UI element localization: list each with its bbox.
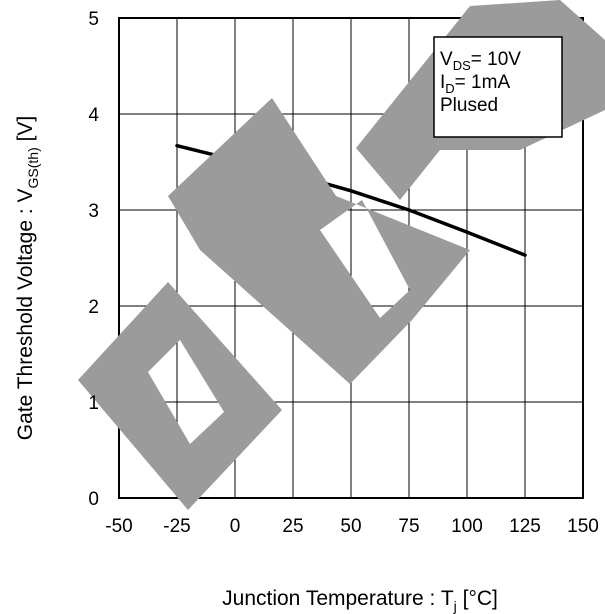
legend-entry: Plused <box>440 95 498 116</box>
x-tick-label: 50 <box>340 516 361 537</box>
x-tick-label: 150 <box>567 516 599 537</box>
legend-entry: VDS= 10V <box>440 49 521 73</box>
x-tick-label: -25 <box>163 516 190 537</box>
legend-entry-rest: = 10V <box>471 49 522 70</box>
x-tick-label: 125 <box>509 516 541 537</box>
watermark-o <box>78 282 282 510</box>
legend-entry-sub: DS <box>453 58 471 73</box>
y-tick-label: 2 <box>88 297 99 318</box>
legend-entry-sub: D <box>445 81 454 96</box>
x-axis-label-unit: [°C] <box>457 587 498 610</box>
plot-frame <box>118 17 584 499</box>
x-tick-labels: -50 -25 0 25 50 75 100 125 150 <box>105 516 599 537</box>
y-tick-label: 5 <box>88 9 99 30</box>
x-tick-label: -50 <box>105 516 132 537</box>
x-tick-label: 100 <box>451 516 483 537</box>
y-axis-label: Gate Threshold Voltage : VGS(th) [V] <box>14 116 41 441</box>
y-tick-labels: 0 1 2 3 4 5 <box>88 9 99 510</box>
x-axis-label-sub: j <box>453 598 457 614</box>
watermark-b <box>168 98 470 384</box>
legend-entry-main: V <box>440 49 453 70</box>
x-axis-label-main: Junction Temperature : T <box>222 587 454 610</box>
legend-box <box>433 36 563 138</box>
y-tick-label: 3 <box>88 201 99 222</box>
y-axis-label-main: Gate Threshold Voltage : V <box>14 188 37 440</box>
y-tick-label: 4 <box>88 105 99 126</box>
y-tick-label: 0 <box>88 489 99 510</box>
x-tick-label: 25 <box>282 516 303 537</box>
y-axis-label-sub: GS(th) <box>25 147 41 188</box>
x-axis-label: Junction Temperature : Tj [°C] <box>222 587 498 614</box>
legend-entry-rest: = 1mA <box>455 72 511 93</box>
x-tick-label: 0 <box>230 516 241 537</box>
y-tick-label: 1 <box>88 393 99 414</box>
legend-entry: ID= 1mA <box>440 72 510 96</box>
y-axis-label-unit: [V] <box>14 116 37 148</box>
legend-entry-main: Plused <box>440 95 498 116</box>
x-tick-label: 75 <box>398 516 419 537</box>
legend-entry-main: I <box>440 72 445 93</box>
